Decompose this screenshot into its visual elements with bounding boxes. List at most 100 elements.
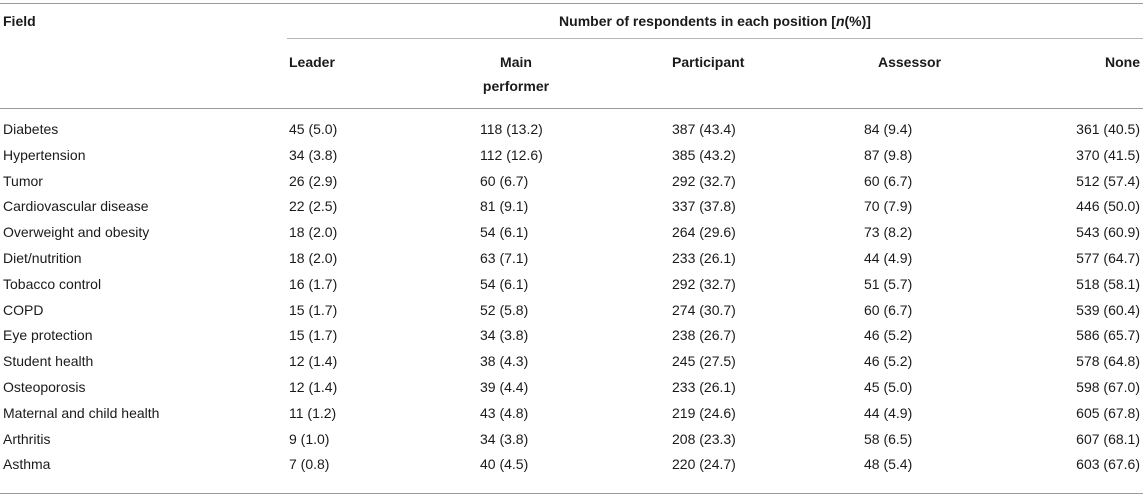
value-cell: 34 (3.8) [289,146,338,163]
value-cell: 81 (9.1) [480,198,529,215]
value-cell: 52 (5.8) [480,301,529,318]
value-cell: 15 (1.7) [289,301,338,318]
bottom-rule [0,493,1143,494]
value-cell: 15 (1.7) [289,327,338,344]
header-rule [0,108,1143,109]
value-cell: 578 (64.8) [1076,353,1140,370]
value-cell: 46 (5.2) [864,353,913,370]
column-header-main-performer: Main performer [482,54,550,94]
value-cell: 9 (1.0) [289,430,330,447]
group-header-prefix: Number of respondents in each position [ [559,13,836,29]
value-cell: 54 (6.1) [480,224,529,241]
value-cell: 607 (68.1) [1076,430,1140,447]
value-cell: 577 (64.7) [1076,249,1140,266]
table-row: Arthritis 9 (1.0) 34 (3.8) 208 (23.3) 58 (6.… [0,428,1143,454]
value-cell: 385 (43.2) [672,146,736,163]
value-cell: 44 (4.9) [864,404,913,421]
value-cell: 12 (1.4) [289,378,338,395]
value-cell: 233 (26.1) [672,378,736,395]
value-cell: 220 (24.7) [672,456,736,473]
table-row: COPD 15 (1.7) 52 (5.8) 274 (30.7) 60 (6.7) 53… [0,299,1143,325]
table-row: Diabetes 45 (5.0) 118 (13.2) 387 (43.4) 84 (… [0,118,1143,144]
table-row: Maternal and child health 11 (1.2) 43 (4.8… [0,402,1143,428]
value-cell: 45 (5.0) [289,121,338,137]
value-cell: 16 (1.7) [289,275,338,292]
value-cell: 274 (30.7) [672,301,736,318]
column-header-assessor: Assessor [878,54,942,70]
value-cell: 208 (23.3) [672,430,736,447]
table-row: Diet/nutrition 18 (2.0) 63 (7.1) 233 (26.1)… [0,247,1143,273]
value-cell: 264 (29.6) [672,224,736,241]
group-header-suffix: (%)] [844,13,871,29]
value-cell: 245 (27.5) [672,353,736,370]
value-cell: 38 (4.3) [480,353,529,370]
value-cell: 60 (6.7) [864,172,913,189]
value-cell: 60 (6.7) [864,301,913,318]
field-cell: COPD [3,301,44,318]
table-body: Diabetes 45 (5.0) 118 (13.2) 387 (43.4) 84 (… [0,118,1143,479]
value-cell: 12 (1.4) [289,353,338,370]
field-column-header: Field [3,13,36,29]
value-cell: 51 (5.7) [864,275,913,292]
value-cell: 539 (60.4) [1076,301,1140,318]
value-cell: 73 (8.2) [864,224,913,241]
field-cell: Hypertension [3,146,86,163]
value-cell: 54 (6.1) [480,275,529,292]
value-cell: 586 (65.7) [1076,327,1140,344]
table-row: Tumor 26 (2.9) 60 (6.7) 292 (32.7) 60 (6.7) 5… [0,170,1143,196]
group-header-n: n [835,13,845,29]
field-cell: Osteoporosis [3,378,86,395]
top-rule [0,3,1143,4]
value-cell: 292 (32.7) [672,172,736,189]
value-cell: 60 (6.7) [480,172,529,189]
field-cell: Cardiovascular disease [3,198,149,215]
value-cell: 34 (3.8) [480,430,529,447]
field-cell: Eye protection [3,327,93,344]
table-row: Asthma 7 (0.8) 40 (4.5) 220 (24.7) 48 (5.4) 6… [0,453,1143,479]
value-cell: 43 (4.8) [480,404,529,421]
table-row: Tobacco control 16 (1.7) 54 (6.1) 292 (32.7… [0,273,1143,299]
table-row: Cardiovascular disease 22 (2.5) 81 (9.1) 33… [0,195,1143,221]
value-cell: 39 (4.4) [480,378,529,395]
table-row: Osteoporosis 12 (1.4) 39 (4.4) 233 (26.1) 45… [0,376,1143,402]
value-cell: 18 (2.0) [289,224,338,241]
table-row: Overweight and obesity 18 (2.0) 54 (6.1) 26… [0,221,1143,247]
group-header-rule [287,38,1143,39]
value-cell: 238 (26.7) [672,327,736,344]
value-cell: 598 (67.0) [1076,378,1140,395]
value-cell: 605 (67.8) [1076,404,1140,421]
table-row: Student health 12 (1.4) 38 (4.3) 245 (27.5)… [0,350,1143,376]
value-cell: 292 (32.7) [672,275,736,292]
value-cell: 84 (9.4) [864,121,913,137]
field-cell: Student health [3,353,94,370]
field-cell: Maternal and child health [3,404,160,421]
value-cell: 45 (5.0) [864,378,913,395]
value-cell: 219 (24.6) [672,404,736,421]
field-cell: Tobacco control [3,275,102,292]
value-cell: 370 (41.5) [1076,146,1140,163]
value-cell: 233 (26.1) [672,249,736,266]
value-cell: 18 (2.0) [289,249,338,266]
value-cell: 118 (13.2) [480,121,543,137]
column-header-leader: Leader [289,54,335,70]
value-cell: 512 (57.4) [1076,172,1140,189]
value-cell: 70 (7.9) [864,198,913,215]
value-cell: 40 (4.5) [480,456,529,473]
field-cell: Asthma [3,456,51,473]
table-row: Eye protection 15 (1.7) 34 (3.8) 238 (26.7)… [0,324,1143,350]
value-cell: 112 (12.6) [480,146,543,163]
value-cell: 543 (60.9) [1076,224,1140,241]
field-cell: Diet/nutrition [3,249,82,266]
column-header-none: None [1105,54,1140,70]
field-cell: Tumor [3,172,43,189]
value-cell: 446 (50.0) [1076,198,1140,215]
value-cell: 87 (9.8) [864,146,913,163]
field-cell: Diabetes [3,121,59,137]
field-cell: Arthritis [3,430,51,447]
value-cell: 361 (40.5) [1076,121,1140,137]
field-cell: Overweight and obesity [3,224,150,241]
value-cell: 7 (0.8) [289,456,330,473]
value-cell: 26 (2.9) [289,172,338,189]
value-cell: 603 (67.6) [1076,456,1140,473]
value-cell: 44 (4.9) [864,249,913,266]
